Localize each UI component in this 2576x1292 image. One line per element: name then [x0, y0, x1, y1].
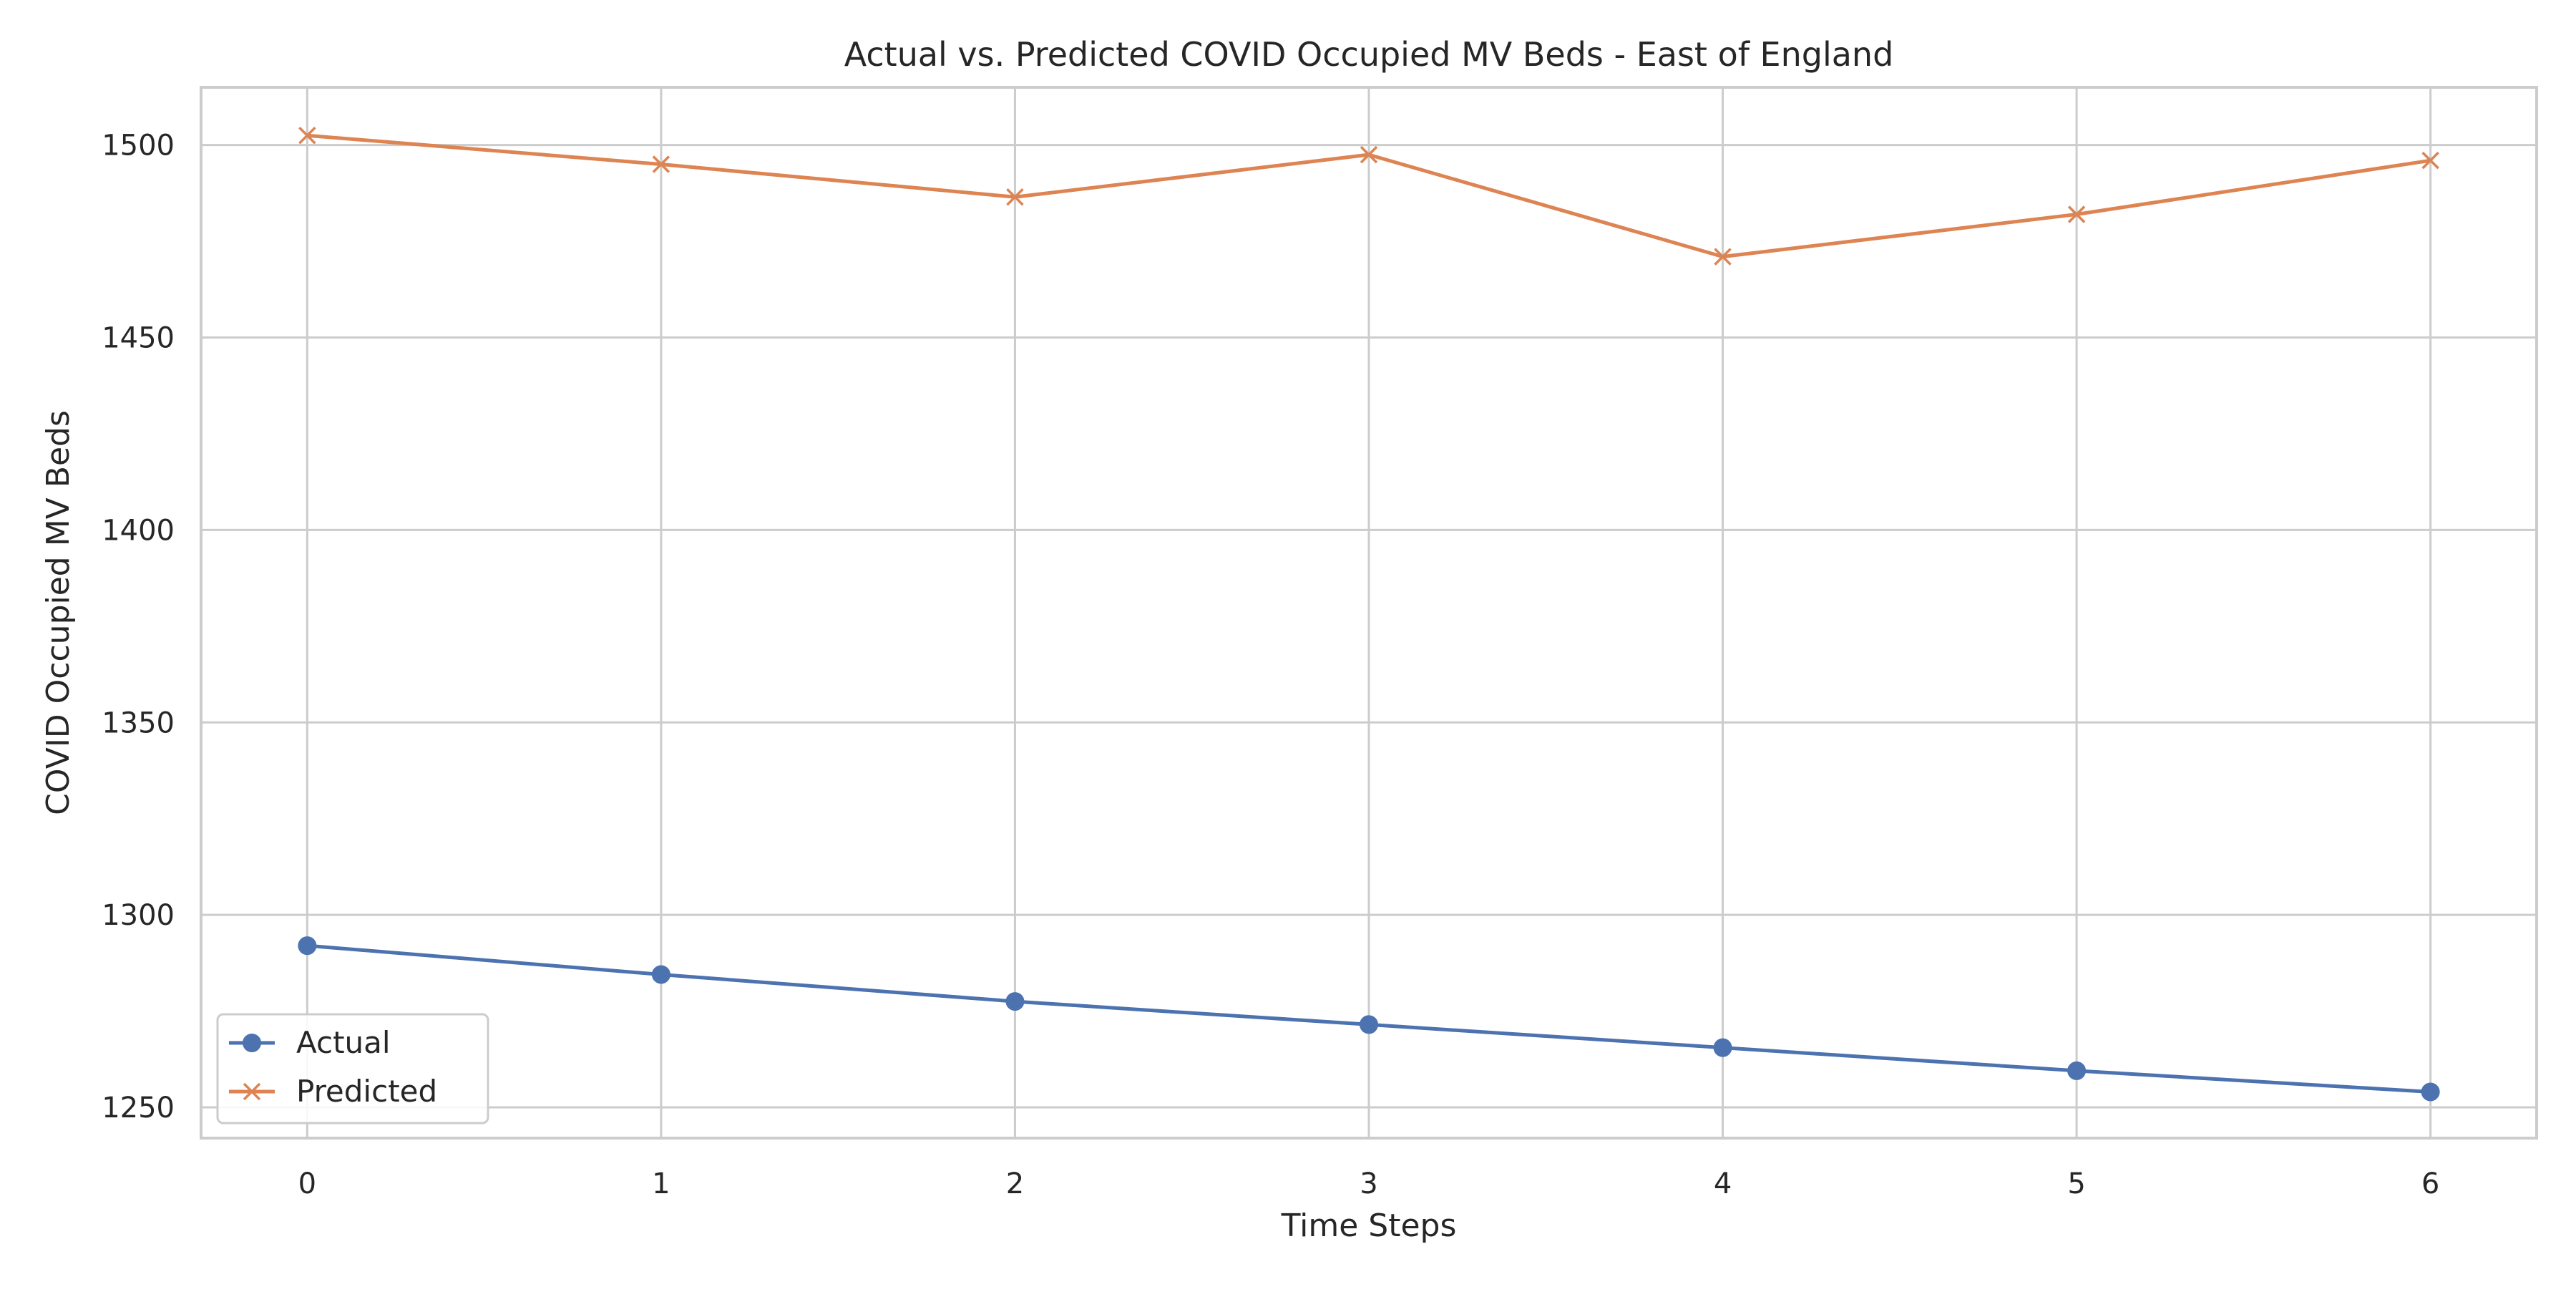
legend-box [216, 1013, 489, 1125]
y-axis-label: COVID Occupied MV Beds [40, 410, 77, 815]
series-group [298, 126, 2440, 1102]
legend-label-predicted: Predicted [296, 1074, 437, 1109]
y-tick-label: 1300 [102, 899, 175, 932]
marker-x-stroke [2067, 205, 2086, 223]
grid [201, 87, 2537, 1138]
legend-item-actual: Actual [229, 1025, 391, 1060]
data-point-actual [1360, 1015, 1378, 1034]
y-tick-label: 1250 [102, 1092, 175, 1125]
data-point-actual [651, 965, 670, 984]
legend-marker [243, 1082, 261, 1101]
legend-marker [243, 1034, 261, 1052]
legend-item-predicted: Predicted [229, 1074, 437, 1109]
marker-x-stroke [1360, 145, 1378, 164]
data-point-predicted [2067, 205, 2086, 223]
y-tick-label: 1500 [102, 130, 175, 162]
x-tick-label: 4 [1714, 1167, 1732, 1200]
data-point-actual [2067, 1061, 2087, 1080]
data-point-predicted [1714, 248, 1732, 266]
x-tick-label: 3 [1360, 1167, 1377, 1200]
series-actual [298, 936, 2440, 1102]
data-point-actual [1005, 992, 1025, 1011]
y-tick-label: 1350 [102, 706, 175, 739]
plot-frame [200, 86, 2538, 1140]
x-tick-label: 0 [298, 1167, 316, 1200]
marker-x-stroke [1714, 248, 1732, 266]
data-point-predicted [1006, 188, 1024, 206]
data-point-predicted [298, 126, 316, 145]
marker-x-stroke [243, 1082, 261, 1101]
data-point-predicted [2421, 151, 2439, 170]
series-predicted [298, 126, 2439, 266]
marker-x-stroke [2421, 151, 2439, 170]
x-tick-label: 5 [2067, 1167, 2085, 1200]
tick-labels: 0 1 2 3 4 5 6 1250 1300 1350 1400 1450 1500 [102, 130, 2439, 1200]
data-point-actual [298, 936, 317, 956]
x-tick-label: 1 [652, 1167, 670, 1200]
marker-x-stroke [298, 126, 316, 145]
marker-x-stroke [652, 155, 670, 173]
legend: Actual Predicted [216, 1013, 489, 1125]
chart-title: Actual vs. Predicted COVID Occupied MV B… [844, 35, 1894, 74]
data-point-actual [2421, 1082, 2440, 1102]
y-tick-label: 1400 [102, 514, 175, 547]
y-tick-label: 1450 [102, 322, 175, 355]
x-tick-label: 6 [2421, 1167, 2439, 1200]
x-tick-label: 2 [1006, 1167, 1024, 1200]
marker-x-stroke [1006, 188, 1024, 206]
data-point-predicted [652, 155, 670, 173]
data-point-actual [1713, 1038, 1732, 1057]
legend-label-actual: Actual [296, 1025, 391, 1060]
data-point-predicted [1360, 145, 1378, 164]
x-axis-label: Time Steps [1281, 1208, 1457, 1244]
